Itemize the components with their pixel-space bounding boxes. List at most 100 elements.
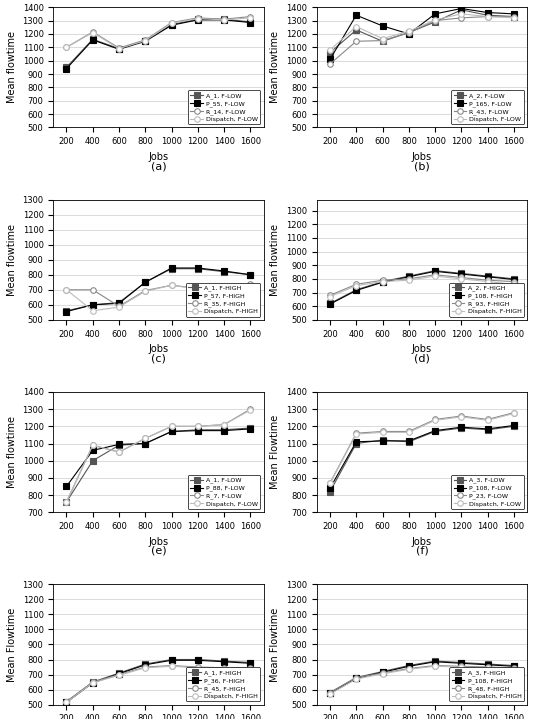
Dispatch, F-HIGH bbox=[142, 664, 148, 672]
P_165, F-LOW bbox=[327, 55, 333, 63]
Legend: A_1, F-LOW, P_55, F-LOW, R_14, F-LOW, Dispatch, F-LOW: A_1, F-LOW, P_55, F-LOW, R_14, F-LOW, Di… bbox=[188, 90, 261, 124]
R_14, F-LOW bbox=[142, 36, 148, 45]
X-axis label: Jobs: Jobs bbox=[148, 344, 169, 354]
P_88, F-LOW bbox=[90, 446, 96, 454]
A_3, F-HIGH bbox=[432, 656, 438, 665]
R_48, F-HIGH bbox=[511, 664, 517, 672]
R_7, F-LOW bbox=[64, 498, 70, 506]
R_43, F-LOW bbox=[458, 14, 465, 22]
Dispatch, F-LOW bbox=[327, 479, 333, 487]
R_93, F-HIGH bbox=[327, 291, 333, 300]
P_108, F-HIGH bbox=[511, 662, 517, 671]
P_57, F-HIGH bbox=[194, 264, 201, 273]
A_2, F-HIGH bbox=[353, 285, 359, 294]
P_55, F-LOW bbox=[90, 36, 96, 45]
P_55, F-LOW bbox=[221, 16, 227, 24]
P_23, F-LOW bbox=[484, 415, 491, 423]
Line: Dispatch, F-LOW: Dispatch, F-LOW bbox=[64, 407, 253, 505]
A_2, F-HIGH bbox=[327, 299, 333, 308]
Line: R_14, F-LOW: R_14, F-LOW bbox=[64, 14, 253, 51]
Line: A_2, F-HIGH: A_2, F-HIGH bbox=[327, 268, 517, 306]
A_3, F-LOW bbox=[484, 426, 491, 434]
R_93, F-HIGH bbox=[353, 280, 359, 288]
Dispatch, F-LOW bbox=[432, 16, 438, 24]
Text: (c): (c) bbox=[151, 354, 166, 364]
Dispatch, F-HIGH bbox=[64, 285, 70, 294]
R_14, F-LOW bbox=[168, 18, 175, 27]
Text: (d): (d) bbox=[414, 354, 430, 364]
A_1, F-HIGH bbox=[90, 301, 96, 309]
R_93, F-HIGH bbox=[484, 276, 491, 285]
Line: A_3, F-HIGH: A_3, F-HIGH bbox=[327, 659, 517, 695]
P_88, F-LOW bbox=[168, 427, 175, 436]
P_108, F-LOW bbox=[353, 437, 359, 446]
Dispatch, F-HIGH bbox=[221, 286, 227, 295]
Dispatch, F-LOW bbox=[511, 14, 517, 22]
Dispatch, F-LOW bbox=[221, 16, 227, 24]
R_45, F-HIGH bbox=[116, 670, 122, 679]
P_36, F-HIGH bbox=[90, 679, 96, 687]
P_36, F-HIGH bbox=[64, 698, 70, 707]
Dispatch, F-LOW bbox=[484, 12, 491, 21]
Dispatch, F-HIGH bbox=[247, 286, 254, 295]
A_1, F-HIGH bbox=[64, 697, 70, 706]
R_43, F-LOW bbox=[484, 12, 491, 21]
Dispatch, F-HIGH bbox=[511, 664, 517, 673]
R_35, F-HIGH bbox=[194, 284, 201, 293]
A_1, F-LOW bbox=[116, 441, 122, 449]
R_48, F-HIGH bbox=[353, 673, 359, 682]
A_3, F-HIGH bbox=[458, 658, 465, 667]
P_57, F-HIGH bbox=[168, 264, 175, 273]
P_108, F-HIGH bbox=[458, 659, 465, 668]
R_48, F-HIGH bbox=[406, 664, 412, 673]
A_3, F-HIGH bbox=[511, 661, 517, 670]
Dispatch, F-HIGH bbox=[379, 278, 386, 286]
Legend: A_1, F-HIGH, P_36, F-HIGH, R_45, F-HIGH, Dispatch, F-HIGH: A_1, F-HIGH, P_36, F-HIGH, R_45, F-HIGH,… bbox=[186, 667, 261, 702]
Legend: A_2, F-LOW, P_165, F-LOW, R_43, F-LOW, Dispatch, F-LOW: A_2, F-LOW, P_165, F-LOW, R_43, F-LOW, D… bbox=[451, 90, 524, 124]
A_2, F-HIGH bbox=[432, 266, 438, 275]
P_88, F-LOW bbox=[247, 425, 254, 434]
P_108, F-LOW bbox=[458, 423, 465, 431]
A_1, F-HIGH bbox=[90, 678, 96, 687]
Dispatch, F-LOW bbox=[142, 434, 148, 443]
X-axis label: Jobs: Jobs bbox=[148, 536, 169, 546]
Y-axis label: Mean flowtime: Mean flowtime bbox=[7, 224, 17, 296]
P_108, F-LOW bbox=[406, 436, 412, 445]
Dispatch, F-LOW bbox=[247, 406, 254, 414]
Dispatch, F-HIGH bbox=[221, 664, 227, 673]
A_3, F-LOW bbox=[353, 439, 359, 448]
Dispatch, F-HIGH bbox=[511, 280, 517, 288]
P_88, F-LOW bbox=[116, 440, 122, 449]
P_165, F-LOW bbox=[432, 9, 438, 18]
A_2, F-LOW bbox=[406, 28, 412, 37]
A_1, F-HIGH bbox=[221, 656, 227, 665]
P_108, F-HIGH bbox=[327, 300, 333, 308]
A_2, F-HIGH bbox=[406, 272, 412, 280]
Dispatch, F-HIGH bbox=[90, 679, 96, 687]
Dispatch, F-HIGH bbox=[168, 662, 175, 671]
Line: P_36, F-HIGH: P_36, F-HIGH bbox=[64, 657, 253, 705]
P_108, F-HIGH bbox=[484, 661, 491, 669]
P_165, F-LOW bbox=[484, 8, 491, 17]
P_23, F-LOW bbox=[327, 479, 333, 487]
P_55, F-LOW bbox=[247, 18, 254, 27]
R_14, F-LOW bbox=[90, 27, 96, 36]
Line: R_7, F-LOW: R_7, F-LOW bbox=[64, 406, 253, 505]
R_7, F-LOW bbox=[116, 448, 122, 457]
Dispatch, F-LOW bbox=[432, 416, 438, 425]
P_55, F-LOW bbox=[116, 45, 122, 54]
R_43, F-LOW bbox=[406, 28, 412, 37]
Dispatch, F-LOW bbox=[168, 422, 175, 431]
R_93, F-HIGH bbox=[458, 273, 465, 282]
P_57, F-HIGH bbox=[142, 278, 148, 287]
A_2, F-LOW bbox=[379, 37, 386, 45]
R_14, F-LOW bbox=[247, 12, 254, 21]
A_1, F-HIGH bbox=[194, 655, 201, 664]
P_108, F-HIGH bbox=[432, 657, 438, 666]
P_55, F-LOW bbox=[168, 21, 175, 29]
A_3, F-HIGH bbox=[327, 688, 333, 697]
Y-axis label: Mean Flowtime: Mean Flowtime bbox=[7, 608, 17, 682]
Dispatch, F-HIGH bbox=[353, 674, 359, 683]
A_2, F-HIGH bbox=[511, 275, 517, 283]
A_3, F-HIGH bbox=[353, 673, 359, 682]
